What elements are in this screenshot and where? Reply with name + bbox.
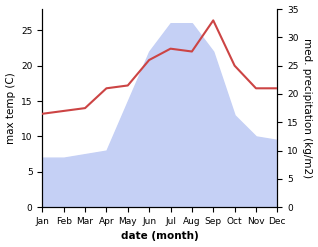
Y-axis label: med. precipitation (kg/m2): med. precipitation (kg/m2) (302, 38, 313, 178)
X-axis label: date (month): date (month) (121, 231, 199, 242)
Y-axis label: max temp (C): max temp (C) (5, 72, 16, 144)
